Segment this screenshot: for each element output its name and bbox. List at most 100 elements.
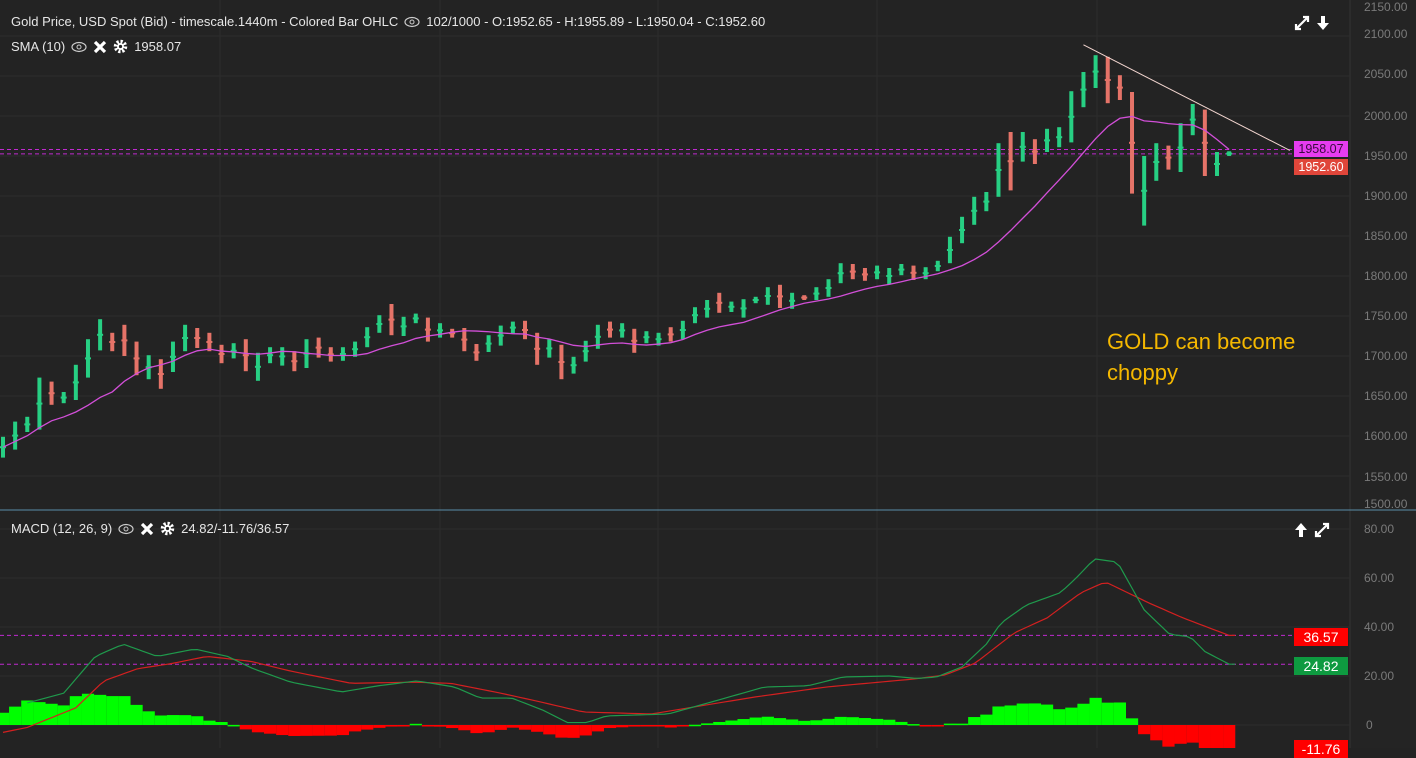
- ohlc-bar-tick: [1092, 70, 1099, 73]
- ohlc-bar-tick: [388, 318, 395, 321]
- ohlc-bar-tick: [121, 339, 128, 342]
- ohlc-bar-tick: [691, 314, 698, 317]
- histogram-bar: [1138, 725, 1151, 735]
- macd-title: MACD (12, 26, 9): [11, 521, 113, 536]
- eye-icon[interactable]: [118, 523, 134, 535]
- ohlc-bar-tick: [315, 346, 322, 349]
- ohlc-bar-tick: [230, 349, 237, 352]
- ohlc-bar-tick: [133, 357, 140, 360]
- ohlc-bar-tick: [946, 249, 953, 251]
- histogram-bar: [69, 696, 82, 725]
- histogram-bar: [179, 715, 192, 725]
- eye-icon[interactable]: [71, 41, 87, 53]
- ohlc-bar-tick: [157, 373, 164, 375]
- histogram-bar: [567, 725, 580, 738]
- ohlc-bar-tick: [1068, 115, 1075, 118]
- ohlc-bar-tick: [607, 328, 613, 331]
- histogram-bar: [1053, 709, 1066, 725]
- ohlc-bar-tick: [48, 392, 55, 395]
- histogram-bar: [1150, 725, 1163, 741]
- gear-icon[interactable]: [160, 521, 175, 536]
- histogram-bar: [0, 712, 10, 725]
- histogram-bar: [980, 714, 993, 725]
- ohlc-bar-tick: [509, 326, 516, 329]
- histogram-bar: [1162, 725, 1175, 747]
- histogram-bar: [421, 725, 435, 727]
- ohlc-bar-tick: [218, 353, 225, 355]
- histogram-bar: [640, 725, 653, 727]
- ohlc-bar-tick: [789, 299, 796, 302]
- histogram-bar: [1089, 697, 1102, 725]
- histogram-bar: [276, 725, 289, 736]
- ohlc-bar-tick: [182, 337, 189, 339]
- ohlc-bar-tick: [1007, 160, 1014, 163]
- ohlc-bar-tick: [582, 350, 589, 353]
- histogram-bar: [130, 704, 143, 725]
- close-icon[interactable]: [93, 40, 107, 54]
- ohlc-bar-tick: [424, 328, 431, 331]
- ohlc-bar-tick: [339, 353, 346, 355]
- histogram-bar: [773, 718, 787, 725]
- ohlc-bar-tick: [837, 272, 844, 275]
- histogram-bar: [203, 720, 216, 725]
- trendline[interactable]: [1083, 44, 1291, 151]
- histogram-bar: [21, 700, 34, 725]
- macd-axis-label: 0: [1366, 718, 1373, 732]
- histogram-bar: [822, 718, 835, 725]
- ohlc-bar-tick: [1226, 152, 1233, 155]
- macd-legend: MACD (12, 26, 9) 24.82/-11.76/36.57: [11, 521, 289, 536]
- histogram-bar: [1040, 704, 1054, 725]
- chart-annotation[interactable]: GOLD can become choppy: [1107, 326, 1327, 388]
- ohlc-bar-tick: [72, 381, 79, 384]
- close-icon[interactable]: [140, 522, 154, 536]
- price-plot: [0, 44, 1291, 458]
- histogram-bar: [749, 717, 762, 725]
- histogram-bar: [518, 725, 532, 730]
- price-axis-area[interactable]: [1350, 0, 1416, 748]
- histogram-bar: [895, 721, 908, 725]
- histogram-bar: [1223, 725, 1236, 748]
- price-pane-tools: [1294, 15, 1330, 36]
- ohlc-bar-tick: [36, 402, 43, 405]
- ohlc-bar-tick: [60, 396, 67, 399]
- move-down-icon[interactable]: [1316, 15, 1330, 36]
- ohlc-bar-tick: [631, 339, 638, 342]
- histogram-bar: [701, 723, 714, 725]
- price-axis-label: 1700.00: [1364, 349, 1408, 363]
- histogram-bar: [312, 725, 325, 736]
- gear-icon[interactable]: [113, 39, 128, 54]
- ohlc-bar-tick: [704, 307, 711, 310]
- ohlc-bar-tick: [194, 337, 201, 339]
- histogram-bar: [239, 725, 252, 730]
- histogram-bar: [324, 725, 337, 736]
- histogram-bar: [1210, 725, 1224, 748]
- expand-icon[interactable]: [1314, 522, 1330, 543]
- ohlc-bar-tick: [619, 329, 626, 332]
- ohlc-bar-tick: [716, 301, 723, 304]
- ohlc-bar-tick: [959, 229, 966, 231]
- ohlc-bar-tick: [1129, 141, 1136, 144]
- histogram-bar: [166, 715, 180, 725]
- histogram-bar: [919, 725, 932, 727]
- histogram-bar: [494, 725, 507, 730]
- macd-values: 24.82/-11.76/36.57: [181, 521, 290, 536]
- histogram-bar: [81, 693, 95, 725]
- eye-icon[interactable]: [404, 16, 420, 28]
- macd-axis-label: 60.00: [1364, 571, 1395, 585]
- ohlc-bar-tick: [522, 329, 529, 331]
- histogram-bar: [9, 706, 22, 725]
- ohlc-bar-tick: [740, 307, 747, 310]
- move-up-icon[interactable]: [1294, 522, 1308, 543]
- price-axis-label: 1650.00: [1364, 389, 1408, 403]
- histogram-bar: [810, 720, 823, 725]
- expand-icon[interactable]: [1294, 15, 1310, 36]
- histogram-bar: [931, 725, 944, 727]
- histogram-bar: [871, 718, 884, 725]
- ohlc-bar-tick: [449, 332, 456, 335]
- price-axis-label: 1800.00: [1364, 269, 1408, 283]
- ohlc-values: 102/1000 - O:1952.65 - H:1955.89 - L:195…: [426, 14, 766, 29]
- histogram-bar: [846, 717, 859, 725]
- histogram-bar: [94, 694, 107, 725]
- ohlc-bar-tick: [910, 271, 917, 274]
